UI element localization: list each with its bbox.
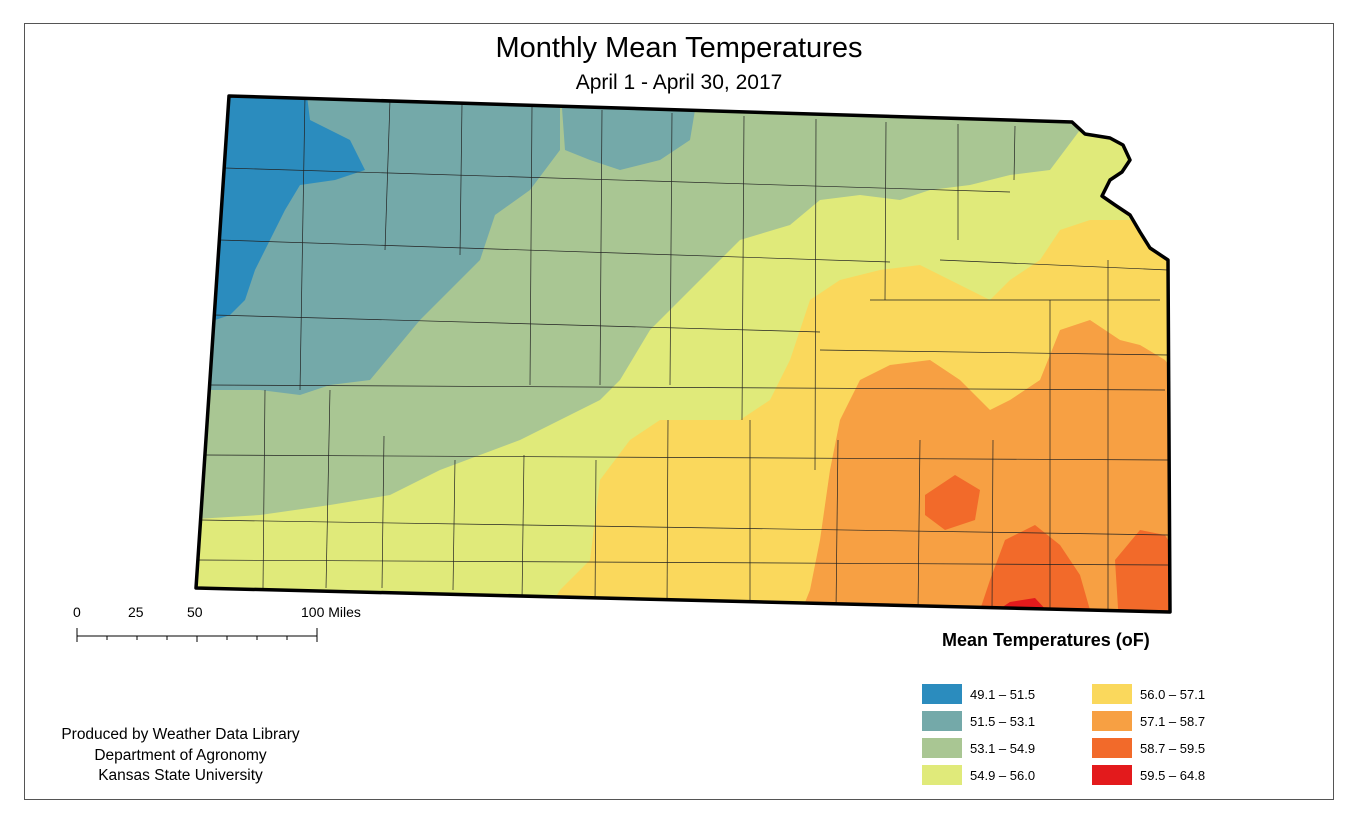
- legend-label: 49.1 – 51.5: [970, 686, 1036, 702]
- map-title: Monthly Mean Temperatures: [495, 32, 863, 64]
- legend-swatch: [1092, 738, 1132, 758]
- legend-item: 54.9 – 56.0: [922, 765, 1035, 785]
- legend-label: 54.9 – 56.0: [970, 767, 1036, 783]
- scale-tick-50: 50: [187, 604, 203, 620]
- zone-58-7-59-5-b: [925, 475, 980, 530]
- legend-label: 51.5 – 53.1: [970, 713, 1036, 729]
- legend-swatch: [922, 711, 962, 731]
- scale-tick-0: 0: [73, 604, 81, 620]
- legend-item: 58.7 – 59.5: [1092, 738, 1205, 758]
- legend-swatch: [922, 738, 962, 758]
- legend-item: 51.5 – 53.1: [922, 711, 1035, 731]
- legend-swatch: [922, 684, 962, 704]
- legend-swatch: [1092, 765, 1132, 785]
- scale-bar: 0 25 50 100 Miles: [60, 604, 400, 654]
- legend-label: 57.1 – 58.7: [1140, 713, 1206, 729]
- legend-label: 59.5 – 64.8: [1140, 767, 1206, 783]
- county-lines: [197, 96, 1169, 612]
- legend-label: 53.1 – 54.9: [970, 740, 1036, 756]
- legend-item: 56.0 – 57.1: [1092, 684, 1205, 704]
- zone-57-1-58-7: [790, 320, 1170, 612]
- legend-label: 56.0 – 57.1: [1140, 686, 1206, 702]
- scale-bar-line: [76, 628, 318, 642]
- legend-item: 57.1 – 58.7: [1092, 711, 1205, 731]
- scale-tick-100: 100 Miles: [301, 604, 361, 620]
- legend-label: 58.7 – 59.5: [1140, 740, 1206, 756]
- legend: 49.1 – 51.5 51.5 – 53.1 53.1 – 54.9 54.9…: [922, 684, 1252, 794]
- zone-58-7-59-5-c: [1115, 530, 1170, 612]
- credit-line: Produced by Weather Data Library: [61, 726, 300, 743]
- scale-tick-25: 25: [128, 604, 144, 620]
- legend-swatch: [1092, 711, 1132, 731]
- legend-item: 49.1 – 51.5: [922, 684, 1035, 704]
- legend-title: Mean Temperatures (oF): [942, 630, 1150, 650]
- credit-line: Kansas State University: [98, 767, 263, 784]
- map-subtitle: April 1 - April 30, 2017: [575, 71, 783, 94]
- legend-swatch: [922, 765, 962, 785]
- temperature-zones: [196, 96, 1170, 612]
- credits: Produced by Weather Data Library Departm…: [38, 725, 323, 787]
- legend-item: 53.1 – 54.9: [922, 738, 1035, 758]
- legend-swatch: [1092, 684, 1132, 704]
- kansas-outline: [194, 94, 1172, 614]
- credit-line: Department of Agronomy: [94, 746, 267, 764]
- legend-item: 59.5 – 64.8: [1092, 765, 1205, 785]
